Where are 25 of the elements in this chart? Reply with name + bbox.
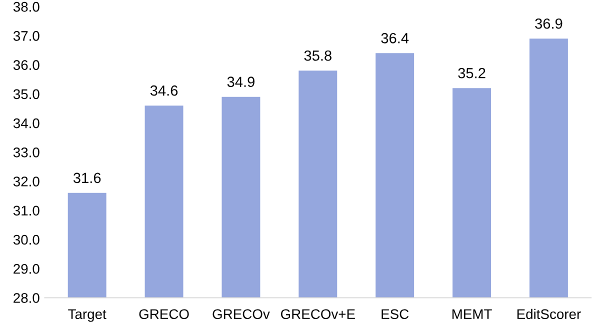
y-tick-label: 33.0 [13, 147, 40, 158]
x-tick-label: GRECOv [212, 309, 270, 320]
data-label: 36.9 [535, 18, 562, 29]
data-label: 36.4 [381, 33, 409, 44]
data-label: 31.6 [73, 172, 101, 184]
y-tick-label: 28.0 [14, 293, 40, 303]
data-label: 35.2 [458, 68, 486, 78]
y-tick-label: 30.0 [13, 234, 40, 245]
data-label: 35.8 [304, 50, 332, 61]
y-tick-label: 29.0 [14, 264, 40, 274]
y-tick-label: 37.0 [13, 31, 40, 41]
data-label: 34.9 [227, 76, 254, 88]
y-tick-label: 34.0 [13, 118, 40, 128]
x-tick-label: GRECOv+E [280, 309, 355, 320]
x-tick-label: GRECO [139, 309, 189, 320]
x-tick-label: Target [68, 309, 106, 322]
x-tick-label: ESC [382, 309, 409, 320]
y-tick-label: 38.0 [13, 2, 40, 12]
x-tick-label: MEMT [452, 309, 492, 319]
x-tick-label: EditScorer [517, 308, 581, 320]
y-tick-label: 31.0 [13, 206, 40, 216]
data-label: 34.6 [150, 85, 178, 96]
y-tick-label: 35.0 [13, 89, 40, 100]
y-tick-label: 32.0 [13, 176, 40, 186]
y-tick-label: 36.0 [13, 60, 40, 70]
